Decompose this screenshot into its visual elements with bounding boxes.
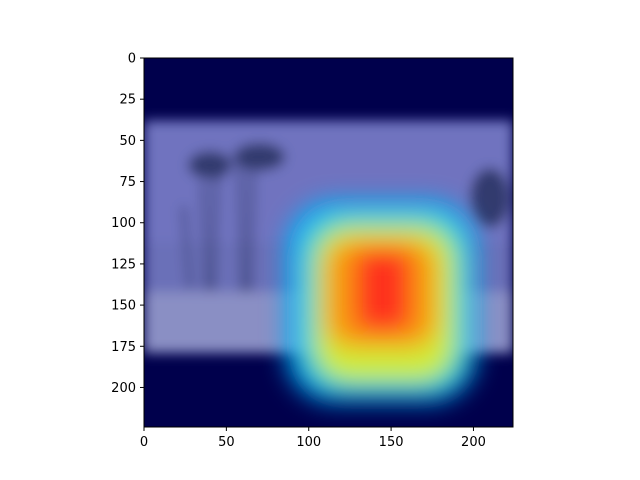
y-tick-label: 0 bbox=[128, 52, 136, 67]
plot-frame bbox=[143, 57, 514, 428]
y-tick-label: 75 bbox=[119, 175, 136, 190]
palm-fronds bbox=[233, 142, 286, 171]
x-tick-label: 100 bbox=[296, 435, 321, 450]
x-tick-label: 0 bbox=[140, 435, 148, 450]
palm-trunk bbox=[201, 181, 209, 291]
y-tick-label: 50 bbox=[119, 134, 136, 149]
palm-trunk bbox=[237, 156, 245, 292]
y-tick-label: 125 bbox=[111, 257, 136, 272]
x-axis: 0 50 100 150 200 bbox=[140, 427, 486, 450]
y-tick-label: 100 bbox=[111, 216, 136, 231]
x-tick-label: 50 bbox=[218, 435, 235, 450]
palm-fronds bbox=[187, 151, 232, 180]
y-tick-label: 150 bbox=[111, 299, 136, 314]
palm-trunk bbox=[211, 176, 219, 291]
y-axis: 0 25 50 75 100 125 150 175 200 bbox=[111, 52, 144, 396]
palm-trunk bbox=[181, 206, 193, 289]
x-tick-label: 200 bbox=[461, 435, 486, 450]
y-tick-label: 25 bbox=[119, 93, 136, 108]
y-tick-label: 200 bbox=[111, 381, 136, 396]
x-tick-label: 150 bbox=[379, 435, 404, 450]
right-foliage bbox=[469, 168, 510, 229]
plot-area bbox=[144, 58, 513, 427]
heat-region-peak bbox=[354, 249, 411, 332]
heat-overlay bbox=[285, 199, 477, 403]
y-tick-label: 175 bbox=[111, 340, 136, 355]
palm-trunk bbox=[247, 160, 255, 292]
